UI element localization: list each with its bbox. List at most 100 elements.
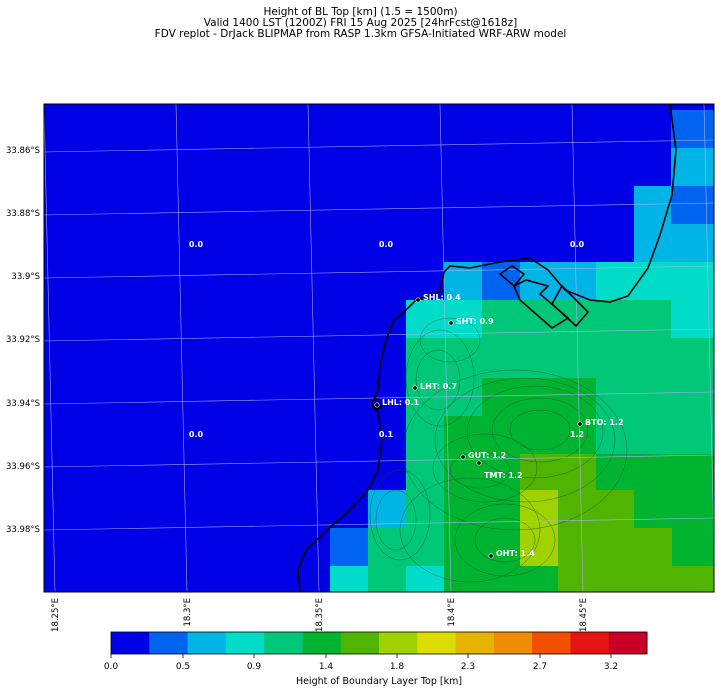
map-subtitle-model: FDV replot - DrJack BLIPMAP from RASP 1.…: [154, 28, 567, 40]
stations: SHL: 0.4 SHT: 0.9 LHT: 0.7 LHL: 0.1 BTO:…: [374, 293, 624, 559]
heat-cell: [406, 300, 482, 338]
station-marker[interactable]: [488, 553, 494, 559]
heat-cell: [444, 454, 520, 490]
lat-tick-label: 33.94°S: [6, 399, 40, 409]
heat-cell: [672, 528, 714, 566]
heat-cell: [330, 566, 368, 592]
heat-cell: [671, 186, 714, 224]
map-area: [44, 104, 714, 592]
coastline-path: [297, 104, 677, 592]
heat-cell: [634, 490, 714, 528]
graticule-line: [703, 104, 714, 561]
colorbar-swatch: [302, 632, 342, 654]
lat-tick-label: 33.9°S: [11, 272, 40, 282]
station-label-tmt: TMT: 1.2: [484, 471, 523, 480]
map-title: Height of BL Top [km] (1.5 = 1500m): [263, 6, 458, 18]
station-marker[interactable]: [412, 385, 418, 391]
lat-tick-label: 33.96°S: [6, 462, 40, 472]
colorbar-swatch: [187, 632, 227, 654]
heat-cell: [406, 490, 444, 528]
lat-axis: 33.86°S 33.88°S 33.9°S 33.92°S 33.94°S 3…: [6, 146, 40, 535]
station-marker[interactable]: [374, 402, 380, 408]
station-marker[interactable]: [476, 460, 482, 466]
colorbar-swatch: [608, 632, 648, 654]
station-marker[interactable]: [448, 320, 454, 326]
colorbar-swatch: [455, 632, 495, 654]
colorbar-swatch: [264, 632, 303, 654]
colorbar-tick-label: 3.2: [604, 662, 618, 672]
lon-tick-label: 18.25°E: [51, 598, 61, 632]
lon-axis: 18.25°E 18.3°E 18.35°E 18.4°E 18.45°E: [51, 598, 589, 632]
graticule-line: [44, 517, 714, 531]
colorbar-frame: [110, 631, 648, 655]
station-label-oht: OHT: 1.4: [496, 549, 535, 558]
graticule-line: [44, 265, 714, 279]
heat-cell: [406, 528, 444, 566]
grid-value-label: 0.0: [570, 240, 585, 249]
island-outline: [371, 398, 383, 410]
grid-value-label: 0.0: [189, 430, 204, 439]
graticule-line: [44, 202, 714, 216]
lon-tick-label: 18.35°E: [315, 598, 325, 632]
colorbar-swatch: [493, 632, 533, 654]
map-frame: [43, 103, 715, 593]
heat-cell: [330, 528, 368, 566]
grid-value-label: 0.0: [379, 240, 394, 249]
colorbar-tick-label: 0.0: [104, 662, 119, 672]
heat-cell: [406, 566, 444, 592]
heat-cell: [444, 262, 482, 300]
colorbar-swatch: [570, 632, 610, 654]
heat-cell: [520, 528, 558, 566]
lat-tick-label: 33.86°S: [6, 146, 40, 156]
grid-value-label: 1.2: [570, 430, 584, 439]
heat-cell: [406, 454, 444, 490]
graticule-line: [44, 104, 56, 592]
lon-tick-label: 18.45°E: [579, 598, 589, 632]
graticule: [44, 104, 714, 592]
colorbar-swatch: [111, 632, 150, 654]
colorbar-tick-label: 2.7: [533, 662, 547, 672]
graticule-line: [175, 104, 188, 592]
colorbar-swatch: [340, 632, 380, 654]
coastline: [297, 104, 677, 592]
station-label-lhl: LHL: 0.1: [382, 398, 419, 407]
colorbar-swatch: [532, 632, 571, 654]
colorbar-swatch: [417, 632, 457, 654]
lon-tick-label: 18.3°E: [183, 598, 193, 627]
heat-cell: [520, 490, 558, 528]
grid-value-label: 0.1: [379, 430, 394, 439]
harbour-outline: [498, 265, 526, 288]
colorbar-tick-label: 1.4: [319, 662, 334, 672]
heat-cell: [520, 454, 596, 490]
heat-cell: [596, 416, 714, 454]
colorbar-tick-label: 1.8: [390, 662, 405, 672]
harbour-outline: [550, 284, 590, 328]
colorbar-swatch: [149, 632, 189, 654]
heat-cell: [406, 338, 714, 378]
lat-tick-label: 33.92°S: [6, 335, 40, 345]
heat-cell: [671, 148, 714, 186]
heat-cell: [596, 454, 714, 490]
lat-tick-label: 33.88°S: [6, 209, 40, 219]
heat-cell: [444, 566, 558, 592]
terrain-contours: [369, 317, 628, 583]
colorbar-tick-label: 2.3: [461, 662, 475, 672]
heat-cell: [634, 224, 714, 262]
map-subtitle-valid: Valid 1400 LST (1200Z) FRI 15 Aug 2025 […: [203, 17, 518, 29]
heat-cell: [558, 528, 672, 566]
station-marker[interactable]: [460, 454, 466, 460]
colorbar-swatch: [225, 632, 265, 654]
colorbar: [111, 632, 648, 654]
heat-cell: [671, 300, 714, 338]
station-label-lht: LHT: 0.7: [420, 382, 457, 391]
lon-tick-label: 18.4°E: [447, 598, 457, 627]
heat-cell: [368, 490, 406, 528]
heat-cell: [482, 262, 520, 300]
grid-value-labels: 0.0 0.0 0.0 0.0 0.1 1.2: [189, 240, 585, 439]
graticule-line: [571, 104, 584, 592]
heat-cell: [634, 300, 671, 338]
colorbar-title: Height of Boundary Layer Top [km]: [296, 676, 462, 687]
graticule-line: [439, 104, 452, 592]
station-marker[interactable]: [577, 421, 583, 427]
station-marker[interactable]: [415, 297, 421, 303]
